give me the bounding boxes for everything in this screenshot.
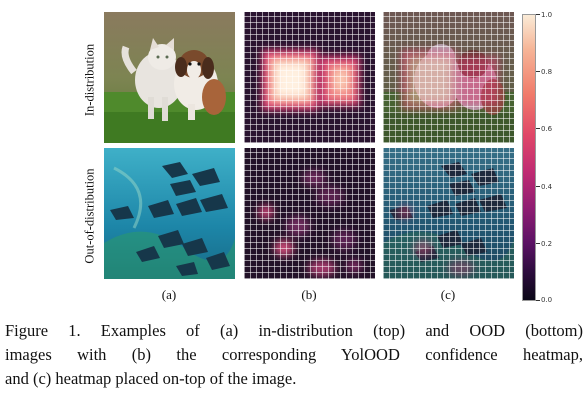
colorbar-tick-1-0: 1.0 — [541, 11, 553, 19]
caption-line-2: images with (b) the corresponding YolOOD… — [5, 345, 583, 364]
row-label-in-distribution: In-distribution — [82, 43, 97, 117]
heatmap-out-of-distribution — [244, 148, 375, 279]
colorbar-tick-0-2: 0.2 — [541, 240, 553, 248]
column-label-b: (b) — [301, 287, 317, 302]
photo-cat-dog — [104, 12, 235, 143]
caption-line-3: and (c) heatmap placed on-top of the ima… — [5, 369, 297, 388]
colorbar-tick-0-4: 0.4 — [541, 183, 553, 191]
colorbar-tick-0-6: 0.6 — [541, 125, 553, 133]
overlay-in-distribution — [383, 12, 514, 143]
figure-caption: Figure 1. Examples of (a) in-distributio… — [5, 319, 583, 391]
overlay-out-of-distribution — [383, 148, 514, 279]
colorbar-tick-0-0: 0.0 — [541, 296, 553, 304]
column-label-c: (c) — [440, 287, 456, 302]
photo-manta-rays — [104, 148, 235, 279]
colorbar — [522, 14, 536, 301]
caption-line-1: Figure 1. Examples of (a) in-distributio… — [5, 321, 583, 340]
heatmap-in-distribution — [244, 12, 375, 143]
row-label-out-of-distribution: Out-of-distribution — [82, 168, 97, 264]
colorbar-tick-0-8: 0.8 — [541, 68, 553, 76]
column-label-a: (a) — [161, 287, 177, 302]
